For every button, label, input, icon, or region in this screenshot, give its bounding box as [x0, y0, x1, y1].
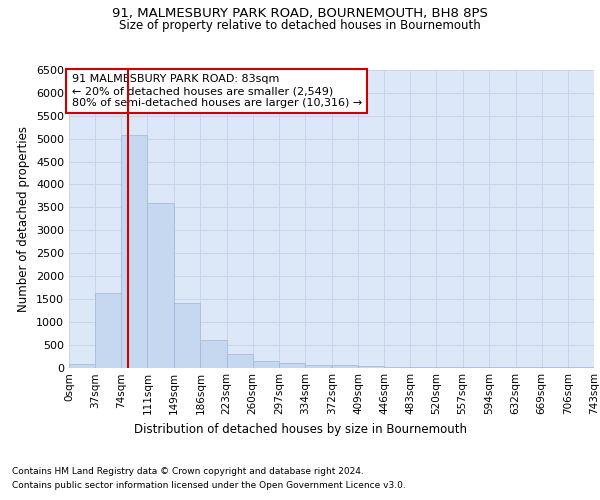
Text: Contains HM Land Registry data © Crown copyright and database right 2024.: Contains HM Land Registry data © Crown c…: [12, 468, 364, 476]
Bar: [200, 340, 227, 367]
Bar: [253, 361, 279, 368]
Bar: [410, 367, 436, 368]
Bar: [358, 366, 384, 368]
Text: 91 MALMESBURY PARK ROAD: 83sqm
← 20% of detached houses are smaller (2,549)
80% : 91 MALMESBURY PARK ROAD: 83sqm ← 20% of …: [71, 74, 362, 108]
Bar: [174, 304, 200, 368]
Bar: [279, 363, 305, 368]
Bar: [69, 364, 95, 368]
Text: Size of property relative to detached houses in Bournemouth: Size of property relative to detached ho…: [119, 19, 481, 32]
Bar: [148, 202, 173, 368]
Text: Distribution of detached houses by size in Bournemouth: Distribution of detached houses by size …: [133, 422, 467, 436]
Bar: [227, 354, 253, 368]
Bar: [332, 366, 358, 368]
Bar: [121, 135, 148, 368]
Text: Contains public sector information licensed under the Open Government Licence v3: Contains public sector information licen…: [12, 481, 406, 490]
Bar: [95, 294, 121, 368]
Y-axis label: Number of detached properties: Number of detached properties: [17, 126, 31, 312]
Bar: [305, 365, 331, 368]
Text: 91, MALMESBURY PARK ROAD, BOURNEMOUTH, BH8 8PS: 91, MALMESBURY PARK ROAD, BOURNEMOUTH, B…: [112, 8, 488, 20]
Bar: [384, 366, 410, 368]
